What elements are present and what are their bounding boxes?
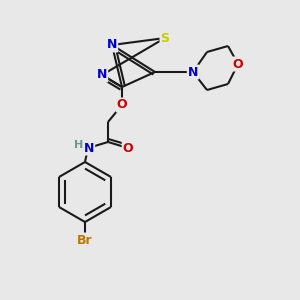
Text: O: O [117, 98, 127, 112]
Text: S: S [160, 32, 169, 44]
Text: N: N [97, 68, 107, 82]
Text: N: N [84, 142, 94, 154]
Text: Br: Br [77, 233, 93, 247]
Text: H: H [74, 140, 84, 150]
Text: N: N [107, 38, 117, 52]
Text: O: O [233, 58, 243, 70]
Text: N: N [188, 65, 198, 79]
Text: O: O [123, 142, 133, 154]
